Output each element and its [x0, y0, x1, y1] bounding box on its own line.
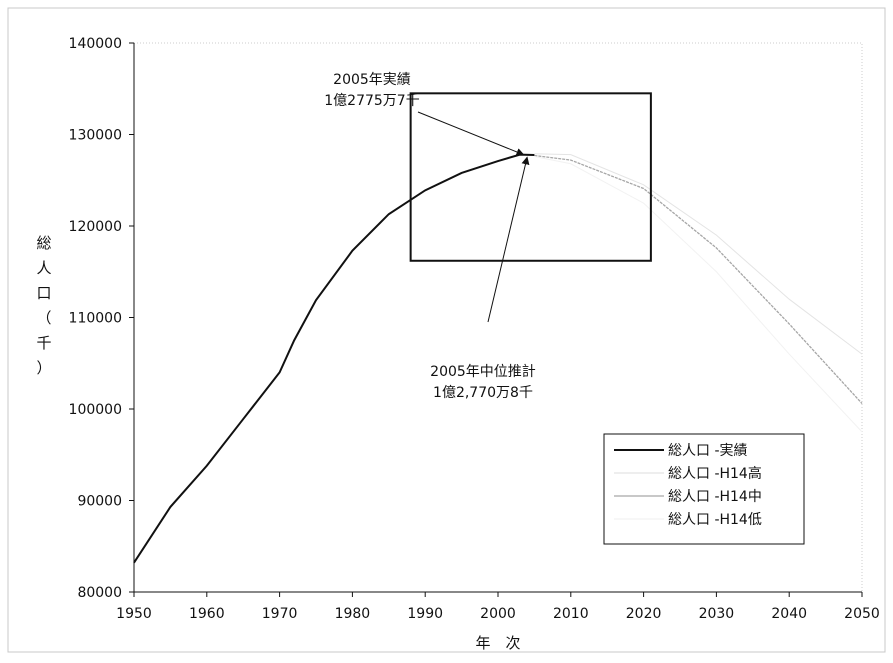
y-axis-title-char: 人 [36, 259, 51, 277]
annotation-projection-arrow [487, 156, 530, 323]
x-tick-labels: 1950 1960 1970 1980 1990 2000 2010 2020 2030 2040… [116, 606, 880, 622]
y-tick-label: 120000 [69, 219, 122, 235]
x-axis-title: 年 次 [475, 634, 520, 652]
x-tick-label: 1990 [407, 606, 443, 622]
x-tick-label: 2030 [699, 606, 735, 622]
y-tick-labels: 80000 90000 100000 110000 120000 130000 140000 [69, 36, 122, 601]
outer-frame [7, 7, 886, 653]
tick-marks [129, 42, 863, 597]
annotation-actual-text: 1億2775万7千 [324, 93, 419, 109]
series-line-2 [534, 154, 863, 404]
y-tick-label: 130000 [69, 128, 122, 144]
series-line-1 [534, 153, 863, 355]
series-line-0 [133, 153, 535, 564]
annotation-actual-arrow [417, 111, 525, 156]
legend-label: 総人口 -実績 [668, 443, 748, 459]
y-axis-title-char: 口 [36, 284, 51, 302]
x-tick-label: 2010 [553, 606, 589, 622]
y-axis-title-char: ） [36, 359, 51, 377]
x-tick-label: 2040 [771, 606, 807, 622]
y-tick-label: 90000 [77, 494, 122, 510]
x-tick-label: 1980 [335, 606, 371, 622]
x-tick-label: 2000 [480, 606, 516, 622]
series-line-3 [534, 155, 863, 433]
y-axis-title-char: 千 [36, 334, 51, 352]
x-tick-label: 1960 [189, 606, 225, 622]
x-tick-label: 2050 [844, 606, 880, 622]
annotations: 2005年実績 1億2775万7千 2005年中位推計 1億2,770万8千 [324, 72, 536, 401]
x-tick-label: 1950 [116, 606, 152, 622]
annotation-projection-text: 2005年中位推計 [430, 364, 536, 380]
series-layer [133, 153, 863, 564]
y-tick-label: 110000 [69, 311, 122, 327]
legend-label: 総人口 -H14低 [668, 512, 762, 528]
legend-label: 総人口 -H14高 [668, 465, 762, 482]
x-tick-label: 2020 [626, 606, 662, 622]
y-axis-title-char: 総 [36, 234, 51, 252]
highlight-box [409, 92, 652, 262]
x-tick-label: 1970 [262, 606, 298, 622]
y-tick-label: 140000 [69, 36, 122, 52]
y-axis-title: 総人口 （ 千 ） [36, 234, 51, 377]
annotation-projection-text: 1億2,770万8千 [433, 385, 533, 401]
legend-label: 総人口 -H14中 [668, 489, 762, 505]
y-axis-title-char: （ [36, 309, 51, 327]
legend-box [603, 433, 805, 545]
annotation-actual-text: 2005年実績 [333, 72, 411, 88]
y-tick-label: 80000 [77, 585, 122, 601]
y-tick-label: 100000 [69, 402, 122, 418]
